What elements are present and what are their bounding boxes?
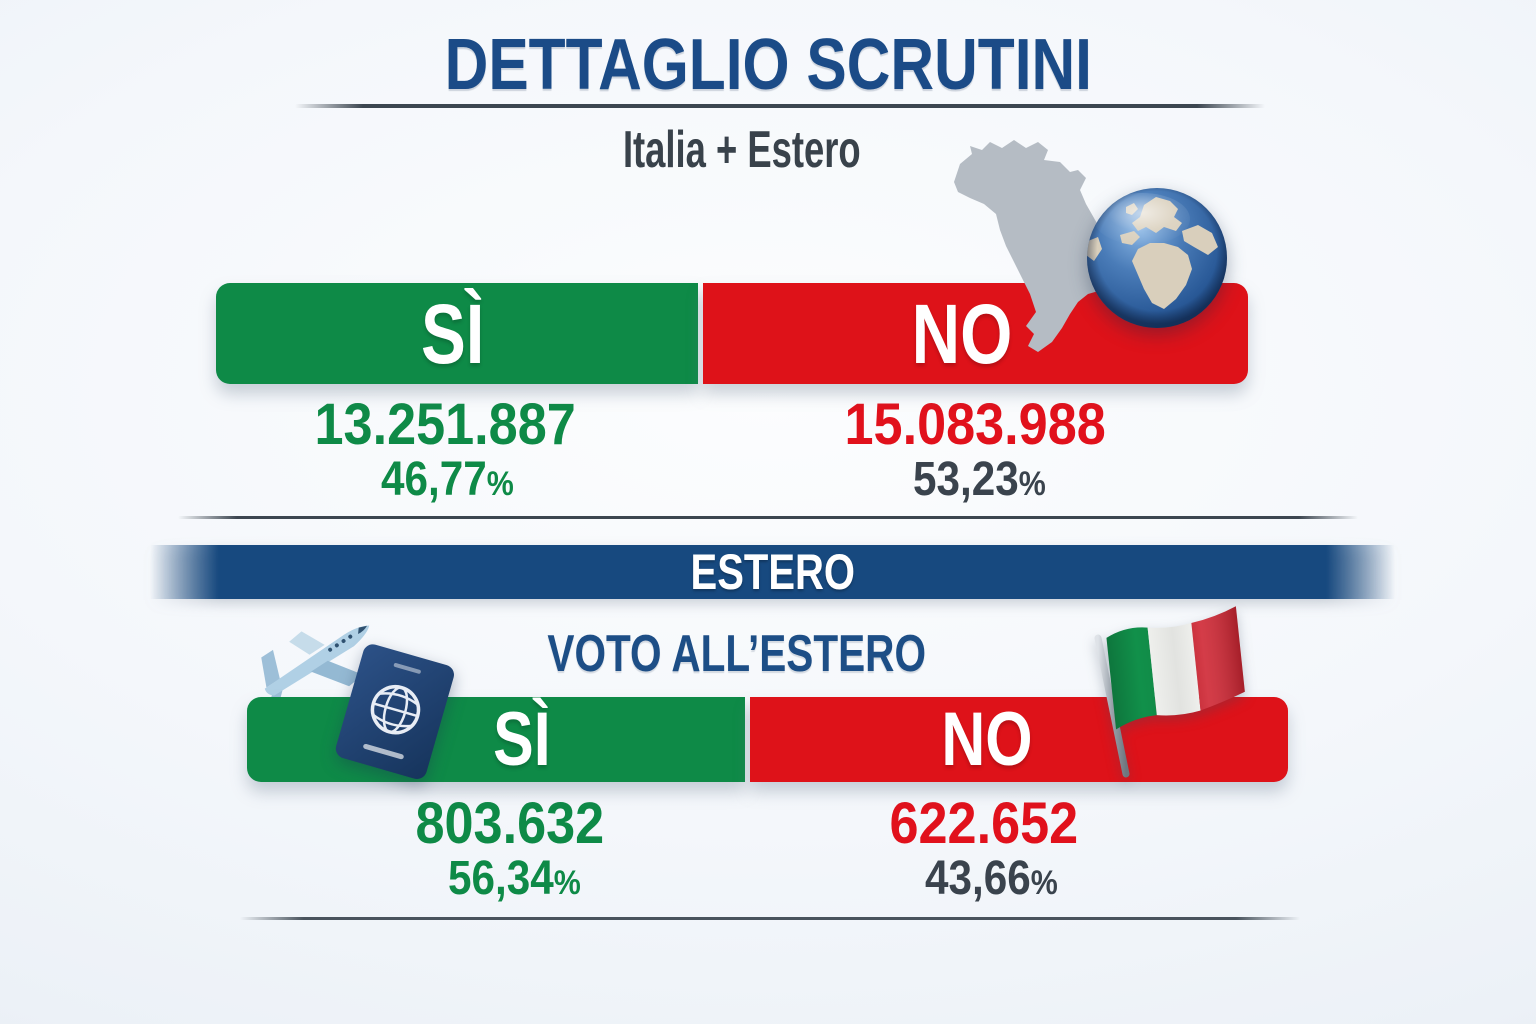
italy-map-icon [954, 140, 1118, 352]
estero-si-percent-text: 56,34% [447, 852, 581, 905]
italia-si-votes: 13.251.887 [204, 396, 686, 454]
bar-italia-si-label: SÌ [421, 286, 485, 381]
title-divider [295, 104, 1265, 108]
italia-si-percent: 46,77% [206, 456, 688, 504]
bar-estero-no-label: NO [941, 696, 1033, 782]
bar-estero-si-label: SÌ [493, 696, 551, 782]
estero-banner-text: ESTERO [690, 544, 855, 600]
estero-no-percent-text: 43,66% [924, 852, 1058, 905]
italia-si-percent-text: 46,77% [380, 453, 514, 506]
section-italia-subtitle-text: Italia + Estero [623, 121, 861, 179]
bottom-divider [240, 917, 1300, 920]
bar-italia-si: SÌ [216, 283, 698, 384]
bar-italia-no-label: NO [911, 286, 1012, 381]
estero-si-percent: 56,34% [265, 855, 763, 903]
italia-si-votes-text: 13.251.887 [314, 392, 576, 457]
page-title-text: DETTAGLIO SCRUTINI [444, 25, 1092, 105]
estero-banner: ESTERO [150, 545, 1395, 599]
bar-estero-si: SÌ [247, 697, 745, 782]
italia-no-percent-text: 53,23% [913, 453, 1046, 506]
italia-no-votes: 15.083.988 [703, 396, 1248, 454]
italian-flag-icon [1094, 606, 1245, 778]
page-title: DETTAGLIO SCRUTINI [0, 24, 1536, 106]
section-divider [178, 516, 1358, 519]
estero-si-votes: 803.632 [261, 795, 759, 853]
section-estero-subtitle-text: VOTO ALL’ESTERO [547, 625, 927, 683]
globe-icon [1087, 188, 1227, 328]
section-italia-subtitle: Italia + Estero [0, 120, 1484, 180]
estero-no-votes-text: 622.652 [889, 791, 1079, 856]
estero-si-votes-text: 803.632 [415, 791, 605, 856]
italia-no-votes-text: 15.083.988 [844, 392, 1107, 457]
italia-no-percent: 53,23% [707, 456, 1252, 504]
passport-icon [335, 644, 454, 779]
section-estero-subtitle: VOTO ALL’ESTERO [0, 624, 1474, 684]
estero-no-votes: 622.652 [715, 795, 1253, 853]
estero-no-percent: 43,66% [722, 855, 1260, 903]
bar-estero-no: NO [750, 697, 1288, 782]
